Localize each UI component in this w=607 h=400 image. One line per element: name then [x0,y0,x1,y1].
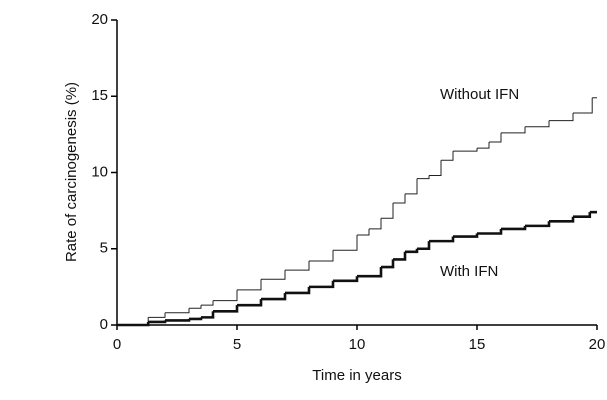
x-tick-label: 5 [233,336,241,353]
step-segment [285,260,310,271]
step-segment [573,97,593,114]
step-segment [309,280,335,289]
step-segment [117,321,150,327]
x-tick-label: 10 [349,336,366,353]
step-segment [573,212,592,219]
step-segment [189,305,202,309]
step-segment [549,113,574,122]
step-segment [393,193,406,204]
step-segment [165,308,190,314]
step-segment [201,300,214,306]
y-axis-label: Rate of carcinogenesis (%) [63,82,80,262]
step-segment [453,148,478,152]
step-segment [525,120,550,128]
step-segment [501,225,527,231]
y-tick-label: 5 [100,240,108,257]
step-segment [285,286,311,295]
step-segment [489,132,502,143]
step-segment [333,276,359,283]
step-segment [429,160,442,177]
step-segment [381,259,395,269]
step-segment [477,228,503,235]
x-axis-label: Time in years [312,367,401,384]
step-segment [393,251,407,261]
step-segment [477,142,490,149]
step-segment [417,175,430,180]
y-tick-label: 20 [91,11,108,28]
step-segment [261,270,286,280]
x-tick-label: 15 [469,336,486,353]
step-segment [148,320,167,324]
step-segment [237,279,262,291]
step-segment [357,228,370,236]
annotation: With IFN [440,263,498,280]
step-segment [201,311,215,319]
step-segment [165,318,191,322]
annotation: Without IFN [440,86,519,103]
step-segment [148,312,166,318]
step-segment [501,126,526,134]
step-segment [429,236,455,243]
step-segment [189,317,203,321]
step-segment [441,151,454,161]
step-segment [237,299,263,307]
step-segment [453,233,479,238]
step-segment [525,221,551,228]
x-tick-label: 20 [589,336,606,353]
y-tick-label: 0 [100,316,108,333]
step-segment [405,248,419,254]
step-segment [213,305,239,313]
step-segment [261,292,287,301]
step-segment [333,235,358,251]
step-segment [549,216,575,223]
x-tick-label: 0 [113,336,121,353]
y-tick-label: 10 [91,163,108,180]
step-segment [369,218,382,230]
step-segment [381,203,394,219]
step-segment [417,241,431,251]
y-tick-label: 15 [91,87,108,104]
step-segment [357,267,383,278]
step-segment [309,250,334,262]
step-segment [405,178,418,195]
step-segment [213,289,238,302]
